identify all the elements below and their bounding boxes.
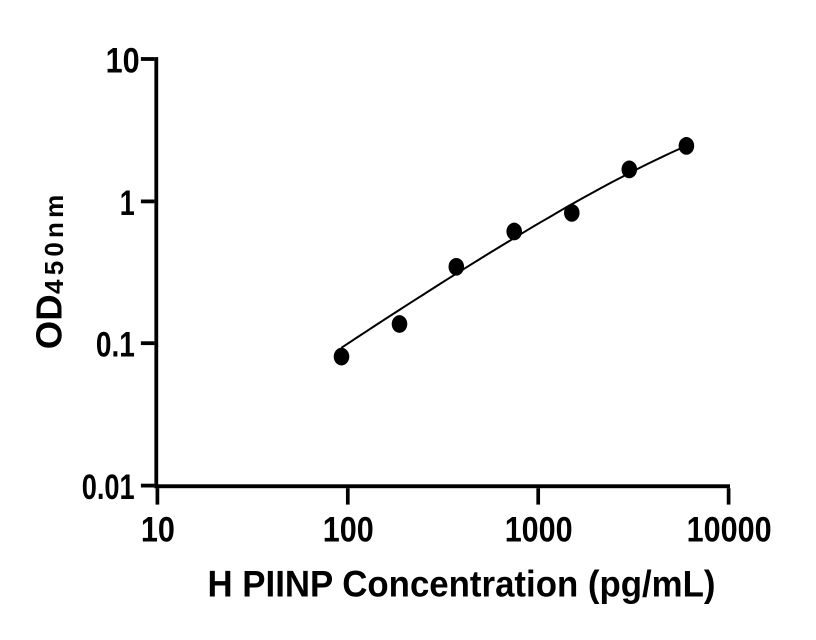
svg-text:OD450nm: OD450nm xyxy=(29,191,70,350)
svg-text:1000: 1000 xyxy=(505,510,573,549)
svg-text:10: 10 xyxy=(141,510,175,549)
svg-text:10000: 10000 xyxy=(687,510,772,549)
svg-text:0.1: 0.1 xyxy=(96,326,135,365)
svg-text:100: 100 xyxy=(323,510,374,549)
svg-text:0.01: 0.01 xyxy=(82,468,135,507)
svg-text:H PIINP Concentration (pg/mL): H PIINP Concentration (pg/mL) xyxy=(208,564,716,605)
svg-text:10: 10 xyxy=(106,41,140,80)
svg-text:1: 1 xyxy=(120,184,135,223)
